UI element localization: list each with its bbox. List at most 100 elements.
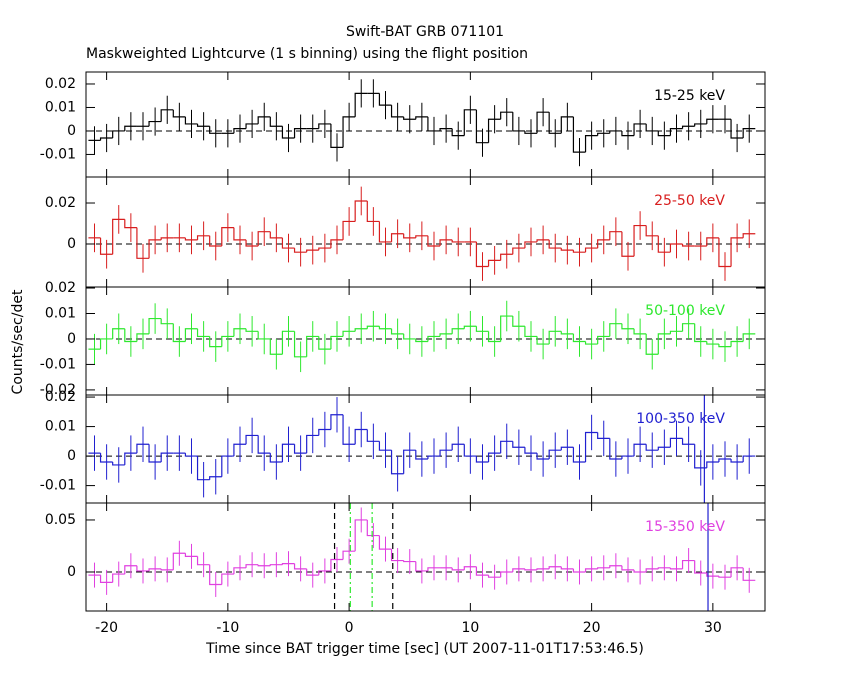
step-bin (427, 455, 441, 460)
step-bin (221, 335, 234, 347)
step-bin (560, 446, 574, 451)
y-tick-label: -0.02 (40, 382, 76, 398)
step-bin (451, 328, 465, 334)
y-tick-label: 0.02 (45, 76, 76, 92)
step-bin (500, 111, 513, 120)
step-bin (451, 128, 465, 137)
step-bin (621, 130, 635, 137)
step-bin (706, 573, 719, 577)
step-bin (560, 566, 574, 570)
step-bin (136, 565, 150, 572)
step-bin (463, 566, 477, 570)
step-bin (415, 450, 428, 460)
step-bin (160, 109, 174, 122)
step-bin (403, 233, 416, 239)
step-bin (597, 335, 610, 345)
step-bin (354, 328, 368, 332)
y-tick-label: 0 (67, 331, 76, 347)
y-tick-label: 0.05 (45, 512, 76, 528)
x-tick-label: 0 (345, 620, 354, 636)
y-tick-label: 0.02 (45, 195, 76, 211)
step-bin (209, 564, 222, 586)
step-bin (124, 452, 137, 465)
step-bin (112, 130, 125, 139)
step-bin (669, 567, 683, 570)
step-bin (184, 237, 198, 241)
step-bin (439, 449, 453, 457)
step-bin (257, 331, 271, 340)
step-bin (221, 455, 234, 477)
step-bin (548, 449, 562, 460)
step-bin (730, 340, 744, 347)
step-bin (500, 315, 513, 342)
step-bin (293, 128, 307, 139)
step-bin (415, 116, 428, 120)
step-bin (112, 328, 125, 339)
step-bin (439, 128, 453, 131)
step-bin (196, 328, 210, 338)
step-bin (318, 428, 331, 436)
step-bin (160, 318, 174, 325)
step-bin (269, 231, 283, 239)
step-bin (451, 239, 465, 243)
step-bin (645, 225, 659, 237)
y-tick-label: 0 (67, 123, 76, 139)
step-bin (657, 235, 671, 253)
step-bin (354, 519, 368, 552)
chart-subtitle: Maskweighted Lightcurve (1 s binning) us… (86, 46, 528, 62)
step-bin (742, 233, 756, 238)
step-bin (99, 575, 113, 583)
step-bin (548, 112, 562, 134)
x-tick-label: 20 (583, 620, 601, 636)
step-bin (669, 243, 683, 253)
step-bin (209, 336, 222, 348)
step-bin (245, 434, 259, 445)
step-bin (584, 568, 598, 572)
step-bin (621, 565, 635, 571)
step-bin (124, 219, 137, 229)
step-bin (245, 239, 259, 247)
step-bin (233, 328, 247, 337)
step-bin (681, 559, 695, 569)
step-bin (342, 220, 356, 240)
step-bin (439, 333, 453, 337)
panel (86, 300, 765, 373)
step-bin (136, 443, 150, 454)
step-bin (657, 333, 671, 355)
step-bin (524, 326, 538, 338)
step-bin (597, 432, 610, 439)
step-bin (99, 237, 113, 255)
step-bin (221, 226, 234, 247)
y-tick-label: 0.01 (45, 419, 76, 435)
step-bin (475, 456, 489, 463)
step-bin (196, 456, 210, 481)
step-bin (560, 331, 574, 335)
step-bin (633, 123, 647, 136)
step-bin (657, 567, 671, 569)
step-bin (645, 568, 659, 572)
step-bin (718, 458, 732, 462)
step-bin (572, 116, 586, 153)
step-bin (184, 453, 198, 457)
step-bin (390, 450, 404, 475)
step-bin (378, 535, 392, 550)
step-bin (245, 564, 259, 568)
step-bin (524, 568, 538, 571)
step-bin (390, 233, 404, 242)
step-bin (99, 453, 113, 463)
y-tick-label: 0 (67, 236, 76, 252)
step-bin (597, 132, 610, 136)
step-bin (160, 452, 174, 462)
step-bin (706, 341, 719, 345)
band-label: 25-50 keV (654, 193, 725, 209)
step-bin (451, 443, 465, 451)
step-bin (621, 455, 635, 460)
step-bin (403, 560, 416, 563)
step-bin (342, 414, 356, 445)
step-bin (281, 563, 295, 565)
step-bin (124, 328, 137, 343)
step-bin (318, 247, 331, 251)
step-bin (136, 227, 150, 259)
y-tick-label: 0.01 (45, 305, 76, 321)
step-bin (560, 116, 574, 134)
